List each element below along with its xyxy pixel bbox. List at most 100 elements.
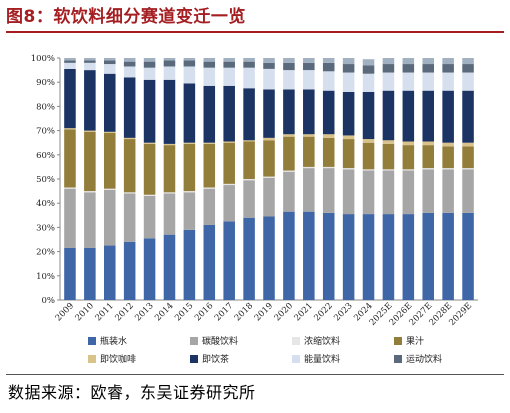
bar-segment — [64, 188, 76, 248]
x-tick-label: 2029E — [447, 301, 474, 328]
bar-segment — [422, 145, 435, 169]
bar-segment — [322, 134, 335, 138]
bar-segment — [143, 143, 156, 195]
bar-segment — [123, 241, 136, 300]
bar-segment — [422, 58, 435, 65]
bar-segment — [362, 142, 375, 170]
bar-segment — [183, 58, 196, 61]
bar-segment — [163, 79, 176, 144]
bar-segment — [143, 238, 156, 300]
bar-segment — [123, 77, 136, 138]
bar-segment — [183, 192, 196, 230]
bar-segment — [223, 183, 235, 186]
bar-segment — [203, 188, 216, 225]
legend-swatch — [292, 355, 300, 363]
bar-segment — [442, 212, 454, 300]
bar-segment — [303, 89, 315, 135]
bar-segment — [303, 70, 315, 90]
y-tick-label: 60% — [36, 151, 55, 161]
bar-segment — [322, 137, 335, 167]
legend-label: 即饮咖啡 — [100, 353, 136, 365]
bar-segment — [263, 62, 275, 69]
bar-segment — [84, 70, 96, 131]
bar-segment — [223, 141, 235, 143]
bar-segment — [362, 59, 375, 66]
bar-segment — [283, 89, 295, 135]
bar-segment — [342, 139, 355, 169]
bar-segment — [243, 58, 255, 62]
x-tick-label: 2019 — [253, 301, 275, 323]
bar-segment — [442, 146, 454, 169]
bar-segment — [203, 61, 216, 68]
bar-segment — [322, 58, 335, 63]
bar-segment — [422, 141, 435, 146]
bar-segment — [382, 58, 395, 65]
bar-segment — [243, 217, 255, 300]
bar-segment — [143, 67, 156, 80]
bar-segment — [203, 67, 216, 86]
bar-segment — [163, 192, 176, 194]
bar-segment — [84, 130, 96, 132]
bar-segment — [123, 192, 136, 194]
bar-segment — [462, 58, 474, 65]
x-tick-label: 2018 — [233, 301, 255, 323]
bar-segment — [462, 168, 474, 170]
bar-segment — [103, 245, 116, 300]
bar-segment — [342, 58, 355, 65]
bar-segment — [322, 168, 335, 213]
bar-segment — [143, 61, 156, 68]
x-tick-label: 2014 — [153, 301, 175, 323]
bar-segment — [382, 90, 395, 141]
bar-segment — [84, 191, 96, 193]
bar-segment — [203, 142, 216, 144]
bar-segment — [103, 60, 116, 65]
bar-segment — [462, 64, 474, 73]
bar-segment — [84, 62, 96, 71]
bar-segment — [362, 214, 375, 300]
bar-segment — [243, 179, 255, 181]
bar-segment — [402, 145, 415, 170]
bar-segment — [402, 58, 415, 65]
bar-segment — [402, 169, 415, 171]
title-rule — [6, 31, 504, 33]
bar-segment — [342, 64, 355, 73]
bar-segment — [64, 60, 76, 63]
bar-segment — [362, 65, 375, 74]
bar-segment — [64, 187, 76, 189]
y-tick-label: 40% — [36, 199, 55, 209]
bar-segment — [382, 143, 395, 170]
bar-segment — [342, 214, 355, 300]
legend-swatch — [88, 337, 96, 345]
bar-segment — [143, 58, 156, 62]
bar-segment — [462, 169, 474, 213]
bar-segment — [442, 72, 454, 91]
bar-segment — [123, 58, 136, 62]
bar-segment — [342, 135, 355, 140]
stacked-bar-chart: 0%10%20%30%40%50%60%70%80%90%100%2009201… — [31, 54, 478, 372]
bar-segment — [84, 60, 96, 63]
bar-segment — [462, 72, 474, 91]
figure-title: 图8：软饮料细分赛道变迁一览 — [6, 7, 246, 27]
bar-segment — [143, 195, 156, 239]
bar-segment — [64, 58, 76, 61]
source-rule — [6, 374, 504, 375]
bar-segment — [163, 58, 176, 61]
y-tick-label: 20% — [36, 248, 55, 258]
bar-segment — [123, 66, 136, 78]
bar-segment — [382, 214, 395, 300]
y-tick-label: 0% — [42, 296, 56, 306]
bar-segment — [243, 141, 255, 179]
bar-segment — [243, 140, 255, 142]
bar-segment — [243, 61, 255, 68]
bar-segment — [283, 170, 295, 172]
bar-segment — [203, 224, 216, 300]
bar-segment — [362, 170, 375, 215]
legend-label: 果汁 — [406, 335, 424, 347]
bar-segment — [123, 137, 136, 140]
bar-segment — [362, 169, 375, 171]
bar-segment — [103, 188, 116, 190]
bar-segment — [103, 131, 116, 134]
bar-segment — [362, 73, 375, 92]
bar-segment — [303, 58, 315, 63]
bar-segment — [163, 66, 176, 80]
